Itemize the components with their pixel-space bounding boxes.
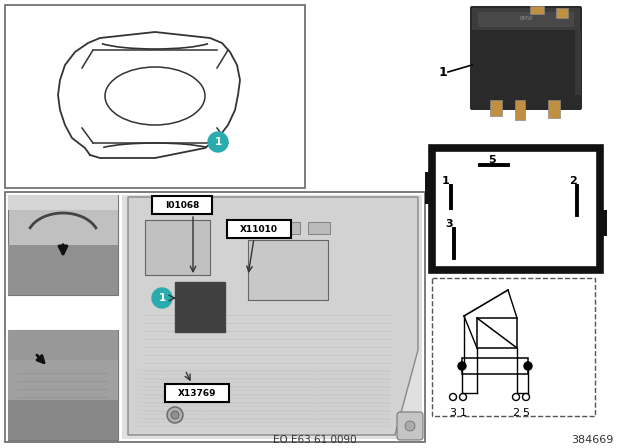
Bar [8, 330, 118, 440]
Bar [145, 220, 210, 275]
Circle shape [152, 288, 172, 308]
Text: 1: 1 [442, 176, 450, 186]
Circle shape [167, 407, 183, 423]
Text: 1: 1 [438, 65, 447, 78]
FancyBboxPatch shape [397, 412, 423, 440]
Bar [530, 6, 544, 14]
Bar [556, 8, 568, 18]
Text: 384669: 384669 [571, 435, 613, 445]
Bar [599, 210, 607, 236]
Bar [8, 400, 118, 440]
Bar [8, 195, 118, 295]
Bar [515, 100, 525, 120]
Bar [462, 358, 528, 374]
Text: X13769: X13769 [178, 388, 216, 397]
Text: 2: 2 [569, 176, 577, 186]
Text: 3: 3 [449, 408, 456, 418]
Bar [8, 245, 118, 295]
Text: 5: 5 [522, 408, 529, 418]
Bar [575, 30, 581, 95]
Bar [490, 100, 502, 116]
FancyBboxPatch shape [227, 220, 291, 238]
Text: I01068: I01068 [165, 201, 199, 210]
Bar [425, 172, 434, 204]
Bar [175, 282, 225, 332]
Bar [5, 192, 425, 442]
Text: BMW: BMW [519, 17, 533, 22]
Text: 5: 5 [488, 155, 496, 165]
Circle shape [522, 393, 529, 401]
Bar [8, 195, 118, 210]
Text: 1: 1 [214, 137, 221, 147]
Bar [122, 195, 422, 439]
Text: EO E63 61 0090: EO E63 61 0090 [273, 435, 357, 445]
Circle shape [208, 132, 228, 152]
Circle shape [449, 393, 456, 401]
Bar [472, 8, 580, 30]
Bar [248, 240, 328, 300]
Bar [432, 148, 600, 270]
Polygon shape [128, 197, 418, 435]
Circle shape [458, 362, 466, 370]
FancyBboxPatch shape [470, 6, 582, 110]
Circle shape [405, 421, 415, 431]
Polygon shape [58, 32, 240, 158]
Bar [8, 330, 118, 360]
Text: 1: 1 [460, 408, 467, 418]
Bar [548, 100, 560, 118]
Text: X11010: X11010 [240, 224, 278, 233]
FancyBboxPatch shape [152, 196, 212, 214]
Bar [478, 12, 574, 27]
Bar [5, 5, 305, 188]
Bar [278, 222, 300, 234]
Circle shape [524, 362, 532, 370]
Text: 1: 1 [158, 293, 166, 303]
Circle shape [513, 393, 520, 401]
FancyBboxPatch shape [165, 384, 229, 402]
Bar [8, 360, 118, 400]
Circle shape [460, 393, 467, 401]
Bar [432, 278, 595, 416]
Bar [308, 222, 330, 234]
Ellipse shape [105, 67, 205, 125]
Text: 2: 2 [513, 408, 520, 418]
Bar [248, 222, 270, 234]
Text: 3: 3 [445, 219, 453, 229]
Circle shape [171, 411, 179, 419]
Bar [477, 318, 517, 348]
